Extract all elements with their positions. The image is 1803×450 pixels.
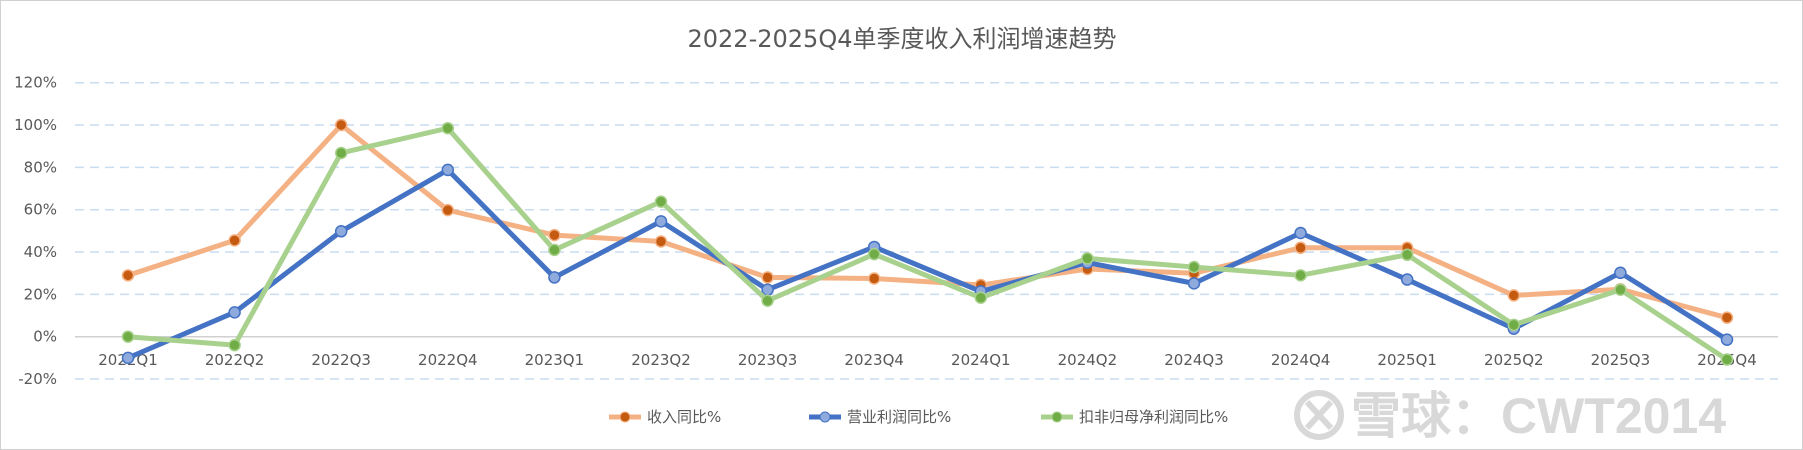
data-point[interactable] <box>867 247 881 261</box>
legend-item[interactable]: 营业利润同比% <box>809 408 951 426</box>
data-point[interactable] <box>228 306 241 319</box>
data-point[interactable] <box>1081 252 1094 265</box>
data-point[interactable] <box>441 203 455 217</box>
data-point[interactable] <box>1720 353 1734 366</box>
series-1 <box>121 163 1734 365</box>
watermark-text: 雪球：CWT2014 <box>1351 388 1726 444</box>
x-tick-label: 2023Q1 <box>525 351 585 369</box>
data-point[interactable] <box>761 283 774 296</box>
data-point[interactable] <box>761 294 774 307</box>
data-point[interactable] <box>121 330 135 343</box>
series-0 <box>121 118 1734 324</box>
data-point[interactable] <box>867 272 881 285</box>
series-2 <box>121 121 1734 366</box>
x-tick-label: 2024Q4 <box>1271 351 1331 369</box>
x-tick-label: 2025Q1 <box>1377 351 1437 369</box>
legend-marker-icon <box>819 411 831 423</box>
x-tick-label: 2024Q3 <box>1164 351 1224 369</box>
x-tick-label: 2024Q1 <box>951 351 1011 369</box>
data-point[interactable] <box>654 235 668 248</box>
data-point[interactable] <box>1187 260 1201 274</box>
legend-item[interactable]: 扣非归母净利润同比% <box>1041 408 1228 426</box>
snowball-logo-icon <box>1294 390 1344 440</box>
data-point[interactable] <box>1400 248 1414 262</box>
y-tick-label: 40% <box>24 243 57 261</box>
data-point[interactable] <box>654 215 668 228</box>
legend-marker-icon <box>1051 411 1063 423</box>
y-tick-label: 120% <box>14 74 57 92</box>
data-point[interactable] <box>1294 269 1307 282</box>
legend-item[interactable]: 收入同比% <box>609 408 721 426</box>
data-point[interactable] <box>1720 333 1734 346</box>
y-tick-label: 80% <box>24 158 57 176</box>
x-tick-label: 2022Q2 <box>205 351 265 369</box>
y-tick-label: 20% <box>24 285 57 303</box>
x-tick-label: 2024Q2 <box>1058 351 1118 369</box>
legend-label: 营业利润同比% <box>847 408 951 426</box>
data-point[interactable] <box>228 234 241 247</box>
data-point[interactable] <box>1614 283 1627 296</box>
data-point[interactable] <box>334 118 348 132</box>
data-point[interactable] <box>1294 241 1307 255</box>
data-point[interactable] <box>761 271 774 284</box>
data-point[interactable] <box>548 243 561 257</box>
chart-title: 2022-2025Q4单季度收入利润增速趋势 <box>688 25 1117 53</box>
data-point[interactable] <box>654 195 668 208</box>
x-tick-label: 2025Q3 <box>1591 351 1651 369</box>
data-point[interactable] <box>1507 318 1521 332</box>
series-line <box>127 122 1728 321</box>
legend-label: 收入同比% <box>647 408 721 426</box>
x-tick-label: 2023Q2 <box>631 351 691 369</box>
data-point[interactable] <box>121 351 135 365</box>
data-point[interactable] <box>1400 273 1414 286</box>
y-tick-label: 0% <box>33 328 57 346</box>
data-point[interactable] <box>548 271 561 284</box>
x-tick-label: 2023Q3 <box>738 351 798 369</box>
y-tick-label: 100% <box>14 116 57 134</box>
data-point[interactable] <box>334 146 348 160</box>
legend-label: 扣非归母净利润同比% <box>1079 408 1228 426</box>
y-tick-label: -20% <box>18 370 57 388</box>
y-tick-label: 60% <box>24 201 57 219</box>
watermark: 雪球：CWT2014 <box>1294 388 1726 444</box>
data-point[interactable] <box>548 228 561 242</box>
x-tick-label: 2023Q4 <box>844 351 904 369</box>
x-tick-label: 2022Q4 <box>418 351 478 369</box>
data-point[interactable] <box>1294 226 1307 240</box>
data-point[interactable] <box>1187 277 1201 290</box>
data-point[interactable] <box>1720 311 1734 324</box>
snowball-logo-mark <box>1304 399 1334 431</box>
series-line <box>127 125 1729 362</box>
data-point[interactable] <box>974 291 988 305</box>
data-point[interactable] <box>441 163 455 177</box>
data-point[interactable] <box>1614 266 1627 280</box>
x-tick-label: 2022Q3 <box>311 351 371 369</box>
data-point[interactable] <box>121 269 135 282</box>
data-point[interactable] <box>1507 289 1521 302</box>
data-point[interactable] <box>334 225 348 238</box>
x-tick-label: 2025Q2 <box>1484 351 1544 369</box>
data-point[interactable] <box>441 121 455 135</box>
legend-marker-icon <box>619 411 631 423</box>
data-point[interactable] <box>228 338 241 352</box>
series-line <box>127 167 1729 361</box>
